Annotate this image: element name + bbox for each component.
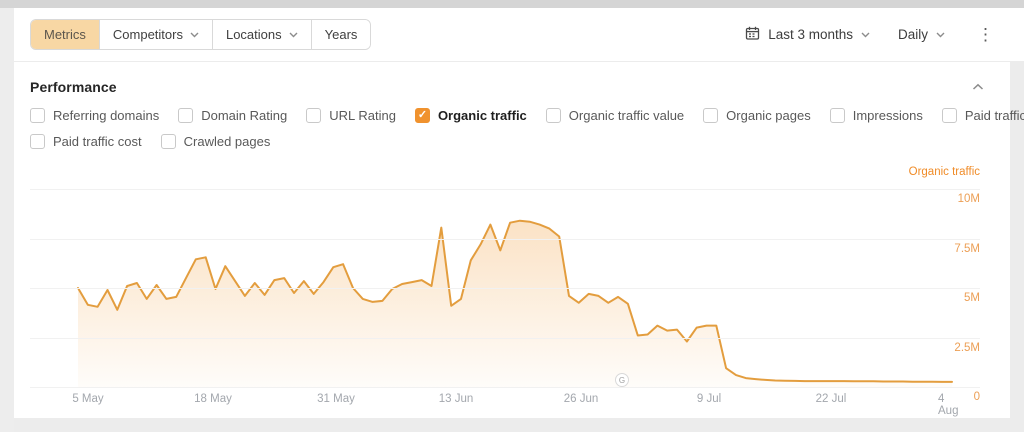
calendar-icon [745, 26, 760, 44]
gridline-0 [30, 387, 980, 388]
metric-checkbox-domain-rating[interactable]: Domain Rating [178, 108, 287, 123]
metric-label: Paid traffic [964, 108, 1024, 123]
y-axis-label-5M: 5M [964, 292, 980, 304]
metric-label: Impressions [852, 108, 923, 123]
checkbox-checked-icon: ✓ [414, 108, 430, 123]
checkbox-unchecked-icon [703, 108, 719, 123]
checkbox-unchecked-icon [306, 108, 322, 123]
x-axis-label-22-jul: 22 Jul [815, 393, 847, 405]
tab-locations[interactable]: Locations [211, 20, 311, 49]
checkbox-unchecked-icon [30, 108, 45, 123]
more-options-kebab-icon[interactable]: ⋮ [977, 25, 994, 44]
toolbar: Metrics Competitors Locations Years Last 3 … [14, 8, 1024, 62]
chevron-down-icon [861, 32, 870, 38]
view-tabs: Metrics Competitors Locations Years [30, 19, 372, 50]
chevron-down-icon [936, 32, 945, 38]
y-axis-label-10M: 10M [957, 193, 980, 205]
tab-label: Years [324, 27, 358, 42]
checkbox-unchecked-icon [829, 108, 845, 123]
y-axis-label-2.5M: 2.5M [954, 341, 980, 354]
metric-checkbox-paid-traffic[interactable]: Paid traffic [941, 108, 1024, 123]
tab-metrics[interactable]: Metrics [31, 20, 99, 49]
metric-checkbox-referring-domains[interactable]: Referring domains [30, 108, 159, 123]
chevron-down-icon [289, 32, 298, 38]
gridline-2.5M [30, 337, 980, 339]
collapse-section-button[interactable] [972, 78, 984, 96]
x-axis-label-5-may: 5 May [72, 393, 104, 405]
metrics-row: Paid traffic cost Crawled pages [30, 134, 994, 149]
y-axis-label-7.5M: 7.5M [954, 242, 980, 255]
metric-label: Paid traffic cost [53, 134, 142, 149]
tab-label: Competitors [112, 27, 183, 42]
window-top-strip [0, 0, 1024, 8]
metric-checkbox-organic-traffic[interactable]: ✓ Organic traffic [414, 108, 527, 123]
tab-years[interactable]: Years [310, 20, 371, 49]
google-update-marker-label: G [618, 375, 626, 385]
organic-traffic-area-series [77, 219, 953, 387]
gridline-5M [30, 288, 980, 289]
performance-card: Performance Referring domains Domain Rati… [14, 62, 1024, 418]
date-range-selector[interactable]: Last 3 months [745, 26, 870, 44]
chevron-up-icon [972, 78, 984, 95]
section-title: Performance [30, 79, 117, 95]
x-axis-label-13-jun: 13 Jun [438, 393, 474, 405]
metric-checkbox-impressions[interactable]: Impressions [829, 108, 923, 123]
gridline-7.5M [30, 238, 980, 240]
checkbox-unchecked-icon [30, 134, 45, 149]
metric-label: Organic traffic [437, 108, 527, 123]
gridline-10M [30, 189, 980, 190]
metric-checkbox-group: Referring domains Domain Rating URL Rating… [14, 96, 1024, 149]
checkbox-unchecked-icon [941, 108, 957, 123]
y-axis-label-0: 0 [973, 391, 980, 403]
toolbar-right: Last 3 months Daily ⋮ [745, 24, 998, 45]
date-range-label: Last 3 months [768, 27, 853, 42]
tab-label: Locations [225, 27, 282, 42]
performance-header: Performance [14, 62, 1010, 96]
organic-traffic-chart: G 10M 7.5M 5M 2.5M 0 5 May 18 May 31 May 13 Jun 2… [30, 182, 980, 417]
metric-checkbox-crawled-pages[interactable]: Crawled pages [160, 134, 271, 149]
x-axis-label-26-jun: 26 Jun [563, 393, 599, 405]
metric-checkbox-paid-traffic-cost[interactable]: Paid traffic cost [30, 134, 142, 149]
granularity-selector[interactable]: Daily [898, 27, 945, 42]
metric-checkbox-organic-traffic-value[interactable]: Organic traffic value [545, 108, 685, 123]
page-left-margin [0, 8, 14, 432]
chevron-down-icon [190, 32, 199, 38]
tab-competitors[interactable]: Competitors [98, 20, 212, 49]
x-axis-label-18-may: 18 May [194, 393, 232, 405]
tab-label: Metrics [44, 27, 86, 42]
metric-label: Organic traffic value [568, 108, 685, 123]
metric-checkbox-organic-pages[interactable]: Organic pages [703, 108, 811, 123]
x-axis-label-4-aug: 4 Aug [938, 393, 959, 417]
metric-label: Domain Rating [201, 108, 288, 123]
metric-checkbox-url-rating[interactable]: URL Rating [306, 108, 396, 123]
metric-label: Crawled pages [183, 134, 271, 149]
metrics-row: Referring domains Domain Rating URL Rating… [30, 108, 1024, 123]
x-axis-label-9-jul: 9 Jul [696, 393, 722, 405]
metric-label: URL Rating [329, 108, 396, 123]
chart-legend-organic-traffic: Organic traffic [908, 166, 980, 178]
checkbox-unchecked-icon [545, 108, 561, 123]
metric-label: Referring domains [53, 108, 160, 123]
x-axis-label-31-may: 31 May [317, 393, 355, 405]
checkbox-unchecked-icon [178, 108, 194, 123]
checkbox-unchecked-icon [160, 134, 176, 149]
metric-label: Organic pages [726, 108, 811, 123]
legend-row: Organic traffic [14, 160, 1010, 178]
google-update-marker[interactable]: G [615, 373, 629, 387]
granularity-label: Daily [897, 27, 928, 42]
